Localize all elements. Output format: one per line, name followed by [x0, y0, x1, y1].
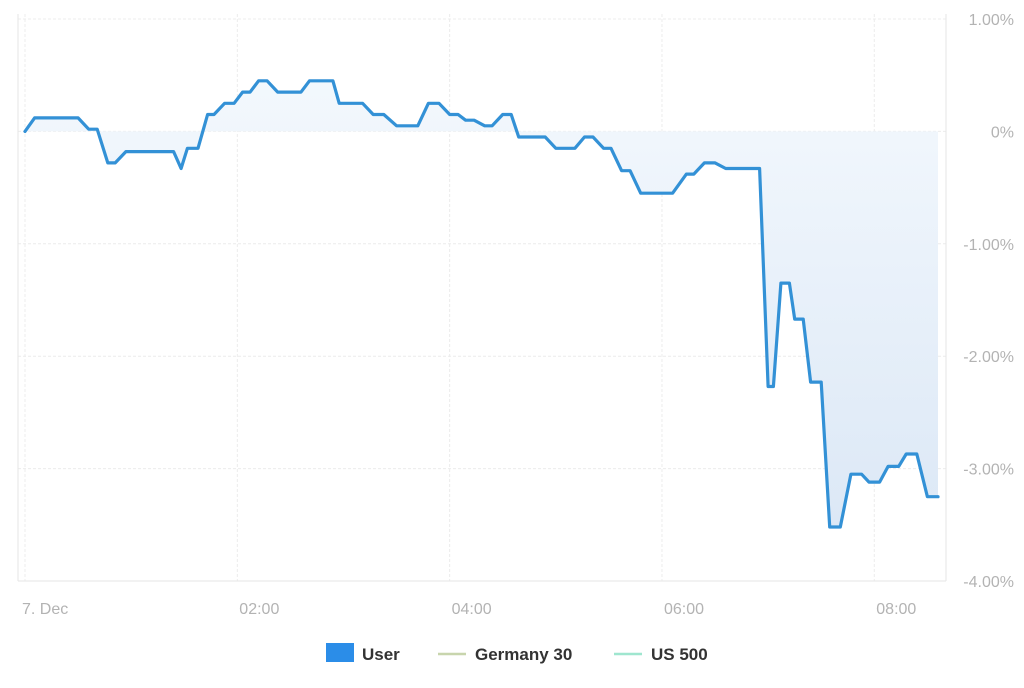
- y-axis-labels: 1.00% 0% -1.00% -2.00% -3.00% -4.00%: [963, 12, 1014, 591]
- x-tick-label: 02:00: [239, 601, 279, 618]
- series-area-user: [25, 80, 938, 528]
- line-layer[interactable]: [23, 79, 940, 529]
- legend-item-germany-30[interactable]: Germany 30: [438, 645, 572, 664]
- legend-label: US 500: [651, 645, 708, 664]
- x-tick-label: 04:00: [452, 601, 492, 618]
- x-axis-labels: 7. Dec 02:00 04:00 06:00 08:00: [22, 601, 916, 618]
- area-layer: [25, 80, 938, 528]
- legend-item-user[interactable]: User: [326, 643, 400, 664]
- x-tick-label: 08:00: [876, 601, 916, 618]
- y-tick-label: 0%: [991, 124, 1014, 141]
- legend-label: Germany 30: [475, 645, 572, 664]
- y-tick-label: -4.00%: [963, 574, 1014, 591]
- y-tick-label: -2.00%: [963, 349, 1014, 366]
- y-tick-label: -1.00%: [963, 237, 1014, 254]
- y-tick-label: 1.00%: [969, 12, 1014, 29]
- y-tick-label: -3.00%: [963, 462, 1014, 479]
- legend[interactable]: User Germany 30 US 500: [326, 643, 708, 664]
- grid-layer: [17, 14, 947, 582]
- series-line-user[interactable]: [23, 79, 940, 529]
- legend-swatch: [326, 643, 354, 662]
- x-tick-label: 06:00: [664, 601, 704, 618]
- legend-item-us-500[interactable]: US 500: [614, 645, 708, 664]
- x-tick-label: 7. Dec: [22, 601, 68, 618]
- legend-label: User: [362, 645, 400, 664]
